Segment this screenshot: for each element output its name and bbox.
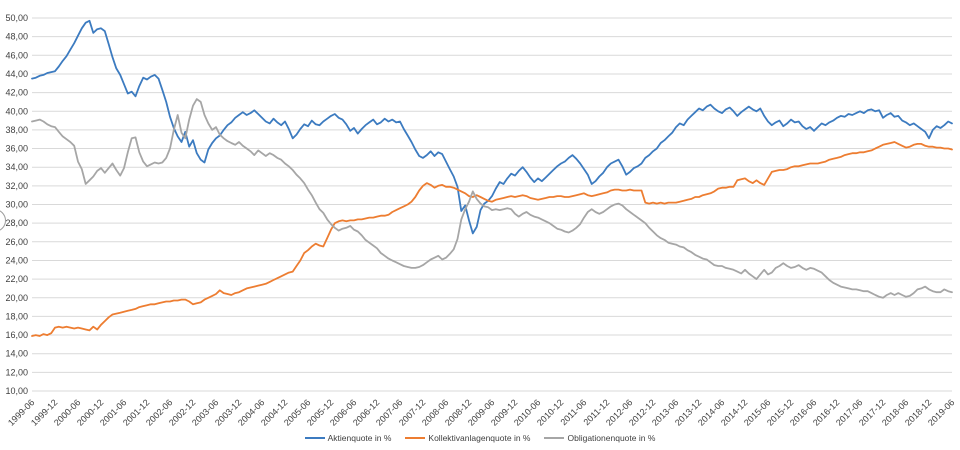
- y-axis-label: 24,00: [5, 255, 28, 265]
- kollektivanlagenquote-line-swatch-icon: [405, 437, 426, 439]
- series-line-kollektivanlagenquote: [31, 141, 953, 337]
- y-axis-label: 50,00: [5, 13, 28, 23]
- y-axis-label: 12,00: [5, 367, 28, 377]
- chart-legend: Aktienquote in % Kollektivanlagenquote i…: [0, 433, 960, 443]
- series-line-aktienquote: [31, 19, 953, 235]
- y-axis-label: 36,00: [5, 144, 28, 154]
- y-axis-label: 48,00: [5, 32, 28, 42]
- y-axis-label: 14,00: [5, 349, 28, 359]
- y-axis-label: 40,00: [5, 106, 28, 116]
- legend-item-kollektivanlagenquote[interactable]: Kollektivanlagenquote in %: [405, 433, 530, 443]
- y-axis-label: 16,00: [5, 330, 28, 340]
- legend-item-aktienquote[interactable]: Aktienquote in %: [304, 433, 392, 443]
- series-line-obligationenquote: [31, 98, 953, 299]
- obligationenquote-line-swatch-icon: [544, 437, 565, 439]
- legend-item-obligationenquote[interactable]: Obligationenquote in %: [544, 433, 655, 443]
- legend-label-kollektivanlagenquote: Kollektivanlagenquote in %: [428, 433, 531, 443]
- legend-label-obligationenquote: Obligationenquote in %: [567, 433, 656, 443]
- y-axis-label: 20,00: [5, 293, 28, 303]
- y-axis-label: 26,00: [5, 237, 28, 247]
- aktienquote-line-swatch-icon: [304, 437, 325, 439]
- y-axis-label: 22,00: [5, 274, 28, 284]
- y-axis-label: 32,00: [5, 181, 28, 191]
- legend-label-aktienquote: Aktienquote in %: [327, 433, 392, 443]
- y-axis-label: 44,00: [5, 69, 28, 79]
- y-axis-label: 10,00: [5, 386, 28, 396]
- y-axis-label: 34,00: [5, 162, 28, 172]
- y-axis-label: 46,00: [5, 50, 28, 60]
- y-axis-label: 18,00: [5, 311, 28, 321]
- y-axis-label: 30,00: [5, 200, 28, 210]
- y-axis-label: 42,00: [5, 88, 28, 98]
- y-axis-label: 28,00: [5, 218, 28, 228]
- y-axis-label: 38,00: [5, 125, 28, 135]
